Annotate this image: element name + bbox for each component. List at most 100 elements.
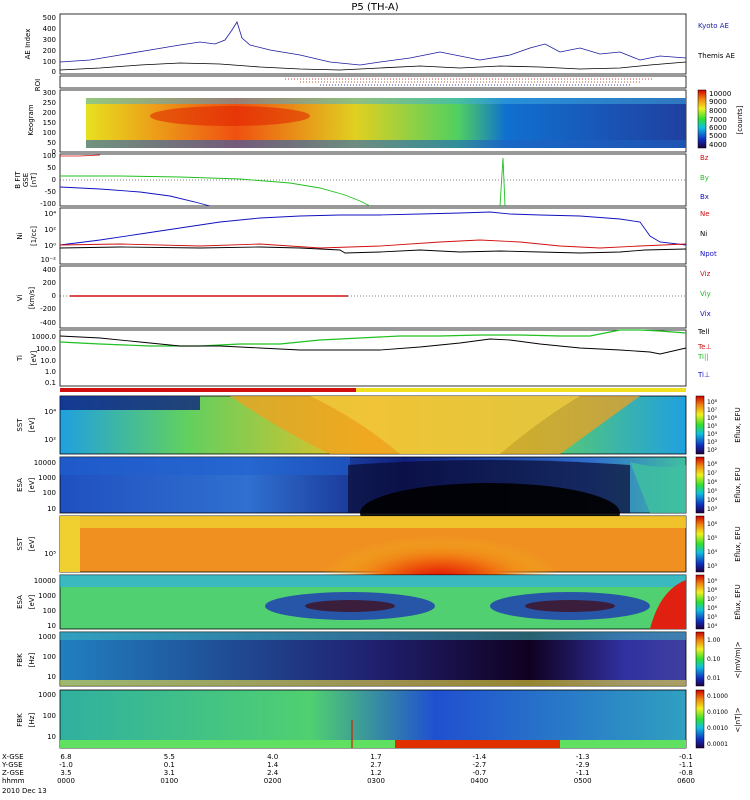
panel-bfield: B FIT GSE [nT] 100 50 0 -50 -100 Bz By B… [14, 152, 709, 208]
x-tick-label: 1.4 [267, 761, 279, 769]
cbar-tick: 10³ [707, 563, 718, 570]
date-label: 2010 Dec 13 [2, 787, 47, 795]
cbar-tick: 10⁷ [707, 596, 718, 603]
x-tick-label: 0200 [264, 777, 282, 785]
cbar-tick: 10⁷ [707, 470, 718, 477]
x-tick-label: -1.3 [576, 753, 590, 761]
cbar-tick: 10⁴ [707, 623, 718, 630]
bfield-ytick: 0 [52, 176, 56, 184]
sst-ion-cbar-label: Eflux, EFU [734, 407, 742, 442]
legend-viy: Viy [700, 290, 711, 298]
cbar-tick: 10⁶ [707, 521, 718, 528]
legend-te-perp: Te⊥ [697, 343, 712, 351]
legend-ni: Ni [700, 230, 707, 238]
fbk-b-ylabel2: [Hz] [28, 713, 36, 728]
density-ytick: 10⁰ [44, 242, 56, 250]
x-tick-label: 0500 [574, 777, 592, 785]
sst-ion-ytick: 10⁴ [44, 408, 56, 416]
cbar-tick: 10⁵ [707, 488, 718, 495]
mode-bar-yellow [356, 388, 686, 392]
te-series-black [59, 335, 687, 355]
esa-el-colorbar [695, 574, 705, 630]
xaxis-row-label-z: Z-GSE [2, 769, 24, 777]
panel-ae: AE Index 500 400 300 200 100 0 Kyoto AE … [24, 13, 735, 76]
sst-el-cbar-label: Eflux, EFU [734, 526, 742, 561]
density-ytick: 10² [44, 226, 56, 234]
bfield-ytick: 100 [43, 152, 56, 160]
ae-ytick: 0 [52, 68, 56, 76]
fbk-e-ytick: 10 [47, 673, 56, 681]
cbar-tick: 6000 [709, 124, 727, 132]
keogram-ytick: 100 [43, 129, 56, 137]
fbk-b-ytick: 1000 [38, 691, 56, 699]
cbar-tick: 10⁶ [707, 415, 718, 422]
x-tick-label: 4.0 [267, 753, 278, 761]
bfield-ylabel2: GSE [22, 173, 30, 187]
keogram-ylabel: Keogram [27, 104, 35, 135]
cbar-tick: 10⁴ [707, 549, 718, 556]
x-tick-label: -1.4 [472, 753, 486, 761]
x-tick-label: -1.0 [59, 761, 73, 769]
cbar-tick: 1.00 [707, 637, 721, 644]
x-tick-label: 3.1 [164, 769, 175, 777]
density-ylabel: Ni [16, 232, 24, 239]
cbar-tick: 10000 [709, 90, 731, 98]
fbk-e-ylabel: FBK [16, 653, 24, 667]
panel-fbk-b: FBK [Hz] 1000 100 10 0.1000 0.0100 0.001… [16, 689, 742, 749]
legend-bz: Bz [700, 154, 709, 162]
mode-bar-red [60, 388, 356, 392]
cbar-tick: 10⁹ [707, 578, 718, 585]
ae-ytick: 400 [43, 25, 56, 33]
bfield-ytick: 50 [47, 164, 56, 172]
x-tick-label: 0.1 [164, 761, 175, 769]
esa-el-ytick: 100 [43, 607, 56, 615]
esa-ion-ytick: 1000 [38, 474, 56, 482]
esa-el-ytick: 10 [47, 622, 56, 630]
x-tick-label: -0.7 [472, 769, 486, 777]
fbk-e-cbar-label: <|mV/m|> [734, 641, 742, 678]
cbar-tick: 7000 [709, 116, 727, 124]
sst-el-ylabel: SST [16, 537, 24, 551]
cbar-tick: 0.01 [707, 675, 721, 682]
temp-ytick: 1000.0 [32, 333, 57, 341]
cbar-tick: 10⁸ [707, 587, 718, 594]
by-series-spike [499, 157, 506, 207]
kyoto-ae-series [59, 21, 687, 66]
panel-keogram: Keogram 300 250 200 150 100 50 0 10000 9… [27, 89, 744, 156]
panel-roi: ROI [34, 75, 687, 91]
cbar-tick: 10³ [707, 506, 718, 513]
x-tick-label: 3.5 [60, 769, 71, 777]
esa-ion-colorbar [695, 456, 705, 514]
sst-ion-ytick: 10² [44, 436, 56, 444]
cbar-tick: 0.0010 [707, 725, 728, 732]
fbk-b-ylabel: FBK [16, 713, 24, 727]
ae-ytick: 500 [43, 14, 56, 22]
keogram-ytick: 200 [43, 109, 56, 117]
cbar-tick: 0.10 [707, 656, 721, 663]
x-tick-label: -2.9 [576, 761, 590, 769]
ae-ylabel: AE Index [24, 29, 32, 60]
x-tick-label: 1.2 [370, 769, 381, 777]
x-tick-label: 6.8 [60, 753, 71, 761]
esa-ion-cbar-label: Eflux, EFU [734, 467, 742, 502]
velocity-ytick: 200 [43, 279, 56, 287]
sst-ion-ylabel: SST [16, 418, 24, 432]
x-tick-label: 0400 [470, 777, 488, 785]
panel-velocity: Vi [km/s] 400 200 0 -200 -400 Viz Viy Vi… [16, 265, 711, 329]
legend-kyoto-ae: Kyoto AE [698, 22, 729, 30]
temp-ytick: 100.0 [36, 345, 56, 353]
keogram-ytick: 300 [43, 89, 56, 97]
legend-tell: Tell [697, 328, 709, 336]
legend-ne: Ne [700, 210, 710, 218]
ae-ytick: 300 [43, 36, 56, 44]
x-tick-label: 2.7 [370, 761, 381, 769]
x-tick-label: 0600 [677, 777, 695, 785]
panel-sst-ion: SST [eV] 10⁴ 10² 10⁸ 10⁷ 10⁶ 10⁵ 10⁴ 10³… [16, 395, 742, 455]
velocity-ytick: -200 [40, 305, 56, 313]
bx-series [59, 186, 211, 207]
bz-series [60, 154, 101, 157]
xaxis-row-label-hhmm: hhmm [2, 777, 25, 785]
cbar-tick: 0.0001 [707, 741, 728, 748]
